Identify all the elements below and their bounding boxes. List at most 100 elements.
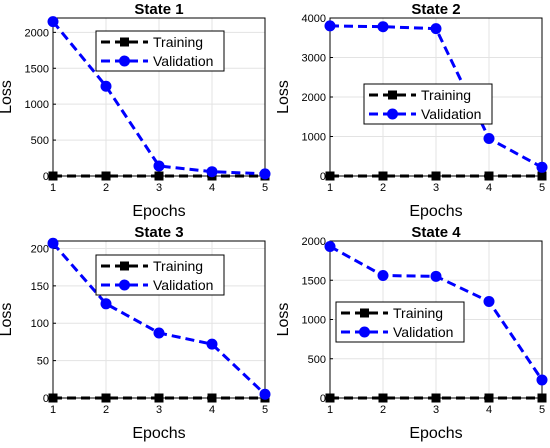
series-validation [47, 16, 271, 180]
data-point [537, 393, 547, 403]
y-tick-label: 500 [31, 135, 49, 147]
data-point [100, 298, 112, 310]
x-tick-label: 1 [50, 182, 56, 194]
series-validation [47, 237, 271, 400]
data-point [484, 171, 494, 181]
data-point [325, 393, 335, 403]
y-tick-label: 1500 [302, 275, 326, 287]
data-point [153, 327, 165, 339]
legend: Training Validation [363, 83, 493, 125]
legend-marker [359, 326, 370, 338]
series-training [325, 393, 547, 403]
y-tick-label: 2000 [302, 92, 326, 104]
data-point [101, 393, 111, 403]
legend-label: Validation [393, 324, 453, 340]
chart-panel-4: 1 2 3 4 5 0 500 1000 1500 2000 State 4 Epochs Loss Tr… [275, 224, 548, 442]
series-training [325, 171, 547, 181]
x-tick-label: 5 [539, 182, 545, 194]
y-tick-label: 50 [37, 356, 49, 368]
chart-panel-2: 1 2 3 4 5 0 1000 2000 3000 4000 State 2 Epochs Loss T… [275, 1, 548, 220]
y-tick-label: 0 [320, 393, 326, 405]
y-tick-label: 4000 [302, 13, 326, 25]
data-point [259, 168, 271, 180]
data-point [207, 393, 217, 403]
data-point [430, 270, 442, 282]
x-tick-label: 1 [50, 404, 56, 416]
y-tick-label: 200 [31, 243, 49, 255]
x-tick-label: 1 [327, 182, 333, 194]
legend-label: Training [421, 87, 471, 103]
legend-label: Validation [153, 277, 213, 293]
data-point [483, 295, 495, 307]
y-axis-label: Loss [0, 80, 15, 114]
y-tick-label: 1000 [302, 315, 326, 327]
legend-marker [387, 108, 398, 120]
y-tick-label: 0 [43, 393, 49, 405]
data-point [206, 338, 218, 350]
x-tick-label: 4 [209, 404, 215, 416]
legend-label: Validation [153, 53, 213, 69]
x-tick-label: 3 [156, 182, 162, 194]
legend-label: Training [153, 34, 203, 50]
y-tick-label: 0 [43, 171, 49, 183]
y-tick-label: 3000 [302, 53, 326, 65]
chart-title: State 4 [411, 224, 461, 241]
x-axis-label: Epochs [132, 203, 185, 220]
legend-marker [388, 90, 397, 100]
chart-title: State 1 [134, 1, 183, 18]
data-point [536, 374, 548, 386]
x-tick-label: 4 [486, 404, 492, 416]
y-tick-label: 1000 [302, 132, 326, 144]
x-tick-label: 2 [380, 182, 386, 194]
legend-box [95, 254, 225, 296]
data-point [431, 393, 441, 403]
chart-title: State 3 [134, 224, 183, 241]
legend-marker [119, 279, 130, 291]
x-axis-label: Epochs [132, 425, 185, 442]
y-tick-label: 2000 [302, 236, 326, 248]
legend-box [363, 83, 493, 125]
data-point [325, 171, 335, 181]
legend-marker [120, 37, 129, 47]
x-tick-label: 3 [433, 404, 439, 416]
legend-marker [360, 308, 369, 318]
legend-label: Training [153, 258, 203, 274]
x-tick-label: 4 [209, 182, 215, 194]
x-tick-label: 1 [327, 404, 333, 416]
data-point [537, 171, 547, 181]
x-tick-label: 3 [156, 404, 162, 416]
legend: Training Validation [95, 30, 225, 72]
data-point [48, 393, 58, 403]
data-point [206, 166, 218, 178]
y-tick-label: 500 [308, 354, 326, 366]
data-point [100, 80, 112, 92]
legend-marker [120, 261, 129, 271]
x-axis-label: Epochs [409, 425, 462, 442]
y-tick-label: 1000 [25, 99, 49, 111]
legend-label: Validation [421, 106, 481, 122]
data-point [431, 171, 441, 181]
x-tick-label: 2 [103, 404, 109, 416]
data-point [153, 160, 165, 172]
x-tick-label: 2 [103, 182, 109, 194]
y-tick-label: 0 [320, 171, 326, 183]
data-point [377, 270, 389, 282]
data-point [324, 20, 336, 32]
x-tick-label: 5 [539, 404, 545, 416]
y-axis-label: Loss [275, 80, 292, 114]
y-tick-label: 2000 [25, 27, 49, 39]
x-tick-label: 2 [380, 404, 386, 416]
chart-title: State 2 [411, 1, 460, 18]
y-axis-label: Loss [0, 303, 15, 337]
data-point [154, 393, 164, 403]
data-point [377, 21, 389, 33]
y-axis-label: Loss [275, 303, 292, 337]
legend: Training Validation [335, 301, 465, 343]
y-tick-label: 100 [31, 318, 49, 330]
data-point [101, 171, 111, 181]
legend: Training Validation [95, 254, 225, 296]
series-validation [324, 20, 548, 173]
data-point [154, 171, 164, 181]
series-validation [324, 240, 548, 386]
